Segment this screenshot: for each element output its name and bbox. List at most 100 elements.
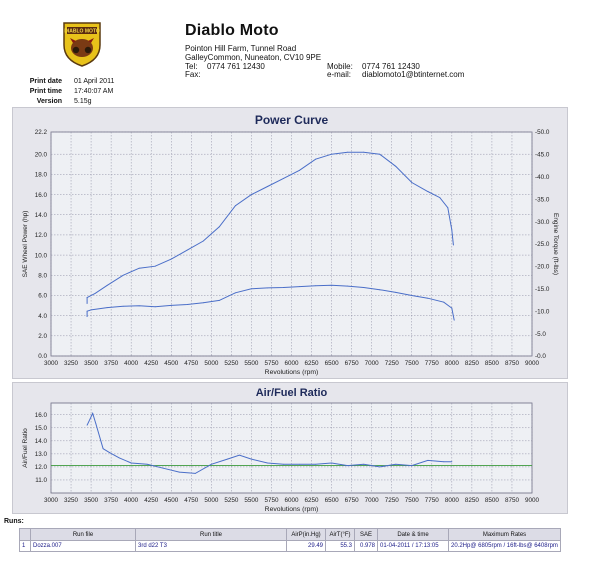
data-point — [238, 454, 240, 456]
data-point — [130, 462, 132, 464]
run-sae: 0.978 — [354, 540, 378, 552]
x-tick-label: 6000 — [284, 497, 299, 504]
y2-tick-label: -25.0 — [535, 241, 550, 248]
data-point — [315, 158, 316, 160]
runs-header-airt: AirT(°F) — [325, 528, 355, 541]
data-point — [86, 310, 88, 312]
data-point — [186, 249, 188, 251]
data-point — [363, 463, 365, 465]
data-point — [299, 463, 300, 465]
data-point — [453, 319, 455, 321]
data-point — [95, 423, 97, 425]
x-tick-label: 4750 — [184, 360, 199, 367]
y-tick-label: 14.0 — [35, 438, 48, 445]
x-tick-label: 8250 — [465, 360, 480, 367]
x-tick-label: 9000 — [525, 497, 540, 504]
data-point — [218, 299, 220, 301]
data-point — [90, 309, 92, 311]
x-tick-label: 5500 — [244, 497, 259, 504]
y2-tick-label: -30.0 — [535, 219, 550, 226]
x-tick-label: 5000 — [204, 497, 219, 504]
data-point — [451, 307, 453, 309]
data-point — [439, 197, 441, 199]
x-tick-label: 5250 — [224, 497, 239, 504]
run-airp: 29.49 — [286, 540, 326, 552]
print-meta: Print date 01 April 2011 Print time 17:40:… — [16, 77, 115, 107]
x-tick-label: 5000 — [204, 360, 219, 367]
data-point — [154, 306, 156, 308]
y2-tick-label: -40.0 — [535, 174, 550, 181]
data-point — [170, 258, 172, 260]
data-point — [194, 472, 196, 474]
data-point — [86, 316, 88, 318]
data-point — [267, 462, 268, 464]
fax-label: Fax: — [185, 70, 201, 79]
y-tick-label: 11.0 — [35, 477, 47, 484]
data-point — [250, 288, 252, 290]
y-tick-label: 10.0 — [35, 252, 48, 259]
data-point — [138, 305, 140, 307]
data-point — [395, 165, 397, 167]
data-point — [94, 292, 96, 294]
data-point — [395, 463, 397, 465]
data-point — [106, 307, 108, 309]
data-point — [178, 471, 180, 473]
address-line-1: Pointon Hill Farm, Tunnel Road — [185, 44, 297, 53]
x-tick-label: 9000 — [525, 360, 540, 367]
runs-header-file: Run file — [30, 528, 136, 541]
y-tick-label: 15.0 — [35, 425, 48, 432]
data-point — [347, 285, 349, 287]
y-tick-label: 8.0 — [38, 272, 47, 279]
x-tick-label: 6750 — [345, 497, 360, 504]
data-point — [411, 465, 413, 467]
power-curve-panel: Power Curve 3000 3250 3500 3750 4000 4250 4500 4… — [12, 107, 568, 379]
mobile-label: Mobile: — [327, 62, 353, 71]
afr-chart: Air/Fuel Ratio 3000 3250 3500 3750 4000 4250 45… — [22, 387, 540, 513]
data-point — [109, 452, 110, 454]
data-point — [122, 305, 124, 307]
x-tick-label: 7250 — [385, 360, 400, 367]
data-point — [234, 292, 236, 294]
data-point — [86, 303, 88, 304]
x-tick-label: 8500 — [485, 360, 500, 367]
data-point — [170, 304, 172, 306]
data-point — [427, 191, 429, 192]
data-point — [443, 461, 445, 463]
data-point — [86, 424, 88, 426]
x-tick-label: 7500 — [405, 360, 420, 367]
y-tick-label: 12.0 — [35, 232, 48, 239]
run-max-rates: 20.2Hp@ 6805rpm / 16ft-lbs@ 6408rpm — [448, 540, 561, 552]
x-tick-label: 4750 — [184, 497, 199, 504]
data-point — [331, 153, 333, 155]
y2-tick-label: -45.0 — [535, 152, 550, 159]
x-tick-label: 6500 — [325, 360, 340, 367]
email-value: diablomoto1@btinternet.com — [362, 70, 465, 79]
runs-title: Runs: — [4, 518, 24, 525]
runs-header-maxrates: Maximum Rates — [448, 528, 561, 541]
run-datetime: 01-04-2011 / 17:13:05 — [377, 540, 449, 552]
x-tick-label: 4500 — [164, 497, 179, 504]
company-logo: DIABLO MOTO — [61, 21, 103, 67]
data-point — [106, 284, 108, 286]
y-axis-label: Air/Fuel Ratio — [22, 428, 29, 468]
x-tick-label: 5250 — [224, 360, 239, 367]
tel-value: 0774 761 12430 — [207, 62, 265, 71]
y2-axis-label: Engine Torque (ft-lbs) — [552, 213, 559, 275]
y2-tick-label: -0.0 — [535, 353, 546, 360]
x-tick-label: 8250 — [465, 497, 480, 504]
table-row[interactable]: 1 Dozza.007 3rd d22 T3 29.49 55.3 0.978 … — [19, 540, 561, 552]
data-point — [379, 153, 381, 155]
x-tick-label: 8000 — [445, 497, 460, 504]
print-time-label: Print time — [29, 88, 62, 95]
y-tick-label: 12.0 — [35, 464, 48, 471]
chart-title: Air/Fuel Ratio — [256, 387, 328, 399]
data-point — [299, 169, 300, 171]
data-point — [250, 194, 252, 196]
tel-label: Tel: — [185, 62, 198, 71]
data-point — [363, 287, 365, 288]
y-tick-label: 22.2 — [35, 129, 48, 136]
x-tick-label: 7000 — [365, 497, 380, 504]
runs-header-title: Run title — [135, 528, 287, 541]
version-value: 5.15g — [74, 98, 92, 105]
y2-tick-label: -50.0 — [535, 129, 550, 136]
